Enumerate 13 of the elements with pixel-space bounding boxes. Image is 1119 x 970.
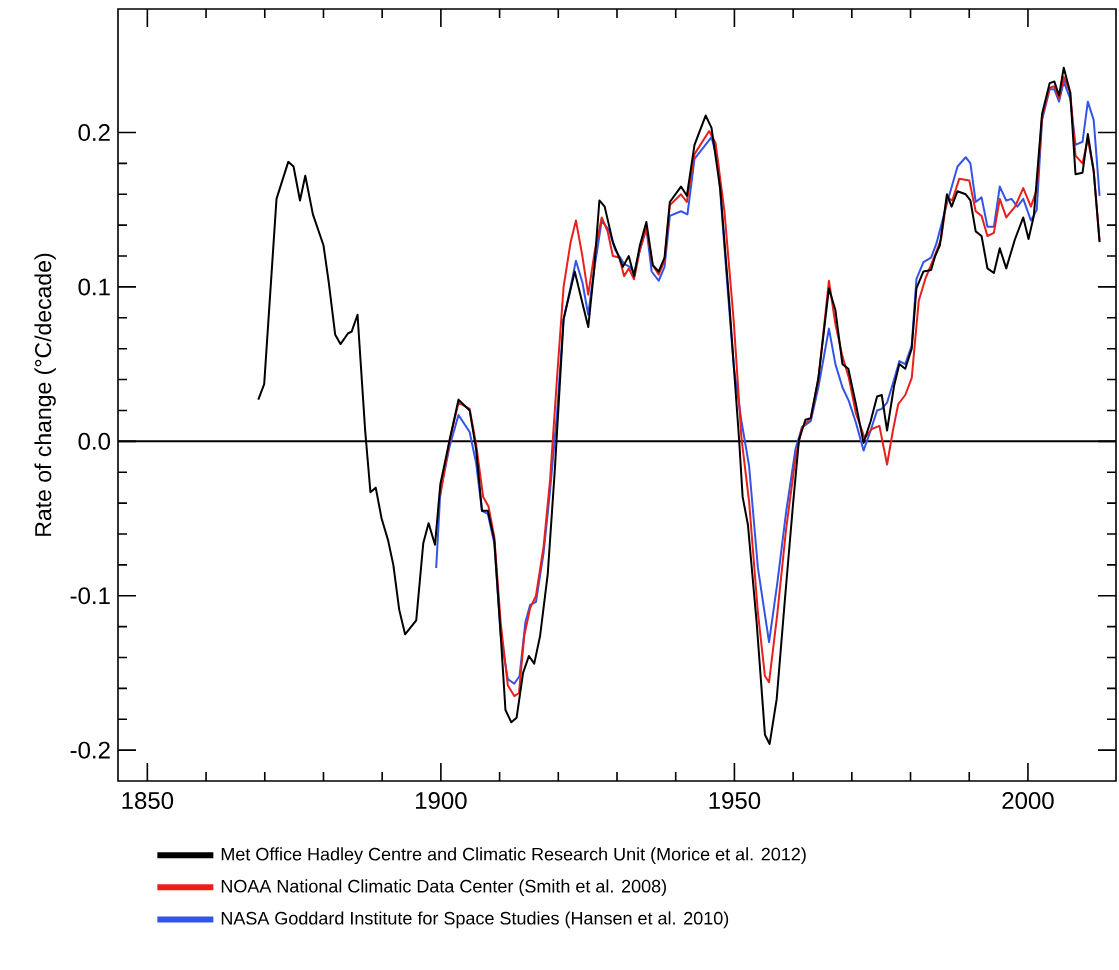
y-tick-label: 0.1 bbox=[78, 278, 110, 296]
legend-label: NASA Goddard Institute for Space Studies (Hansen et al. 2010) bbox=[221, 911, 729, 929]
y-tick-label: -0.2 bbox=[70, 741, 110, 759]
y-tick-label: -0.1 bbox=[70, 587, 110, 605]
x-tick-label: 1850 bbox=[122, 792, 174, 810]
y-tick-label: 0.0 bbox=[78, 432, 111, 450]
x-tick-label: 2000 bbox=[1002, 792, 1054, 810]
x-tick-label: 1950 bbox=[709, 792, 761, 810]
y-axis-title: Rate of change (°C/decade) bbox=[34, 253, 56, 536]
legend-label: Met Office Hadley Centre and Climatic Research Unit (Morice et al. 2012) bbox=[221, 847, 806, 865]
legend-label: NOAA National Climatic Data Center (Smith et al. 2008) bbox=[221, 879, 667, 897]
y-tick-label: 0.2 bbox=[78, 124, 110, 142]
x-tick-label: 1900 bbox=[416, 792, 467, 810]
